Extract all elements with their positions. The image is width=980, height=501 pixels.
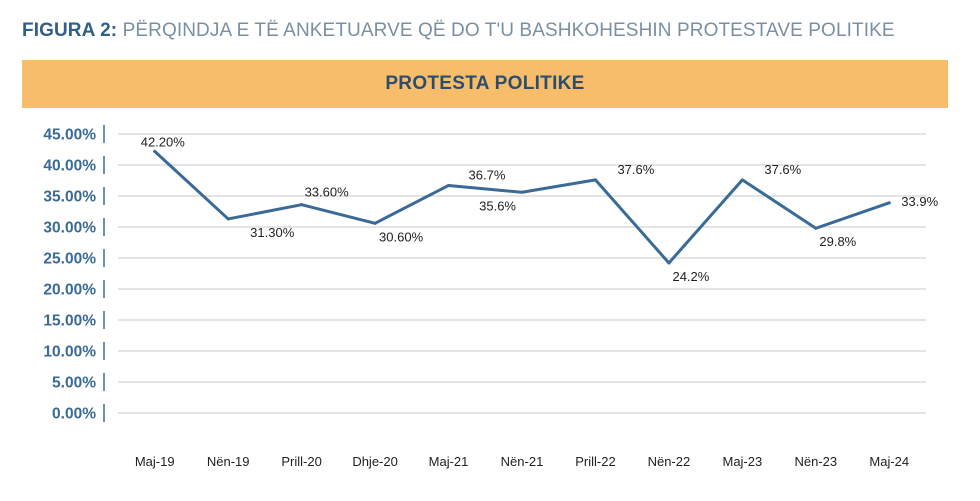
y-tick-label: 20.00% [43,282,96,299]
data-point [226,217,230,221]
x-tick-label: Dhje-20 [352,454,398,469]
x-tick-label: Nën-19 [207,454,250,469]
data-point [300,203,304,207]
x-tick-label: Maj-23 [722,454,762,469]
x-tick-label: Maj-19 [135,454,175,469]
data-label: 33.60% [305,185,350,200]
data-point [740,178,744,182]
y-tick-label: 15.00% [43,313,96,330]
figure-title: FIGURA 2: PËRQINDJA E TË ANKETUARVE QË D… [22,20,895,42]
chart-title: PROTESTA POLITIKE [385,73,585,94]
data-label: 36.7% [469,167,506,182]
data-point [814,226,818,230]
data-point [520,190,524,194]
x-tick-label: Prill-22 [575,454,615,469]
data-point [593,178,597,182]
data-label: 30.60% [379,229,424,244]
y-tick-label: 10.00% [43,344,96,361]
data-point [887,201,891,205]
figure-title-text: PËRQINDJA E TË ANKETUARVE QË DO T'U BASH… [122,20,895,41]
y-tick-label: 40.00% [43,158,96,175]
data-point [667,261,671,265]
data-label: 33.9% [901,194,938,209]
y-tick-label: 35.00% [43,189,96,206]
data-label: 37.6% [764,162,801,177]
x-tick-label: Maj-21 [429,454,469,469]
chart-banner: PROTESTA POLITIKE [22,60,948,108]
y-tick-label: 5.00% [52,375,96,392]
data-point [373,221,377,225]
y-tick-label: 45.00% [43,127,96,144]
x-tick-label: Nën-22 [648,454,691,469]
x-tick-label: Prill-20 [281,454,321,469]
x-tick-label: Nën-21 [501,454,544,469]
x-tick-label: Nën-23 [794,454,837,469]
y-tick-label: 30.00% [43,220,96,237]
data-point [447,183,451,187]
data-label: 42.20% [141,134,186,149]
data-label: 37.6% [617,162,654,177]
data-label: 29.8% [819,234,856,249]
data-label: 24.2% [672,269,709,284]
x-tick-label: Maj-24 [869,454,909,469]
data-label: 35.6% [479,198,516,213]
data-point [153,149,157,153]
data-label: 31.30% [250,225,295,240]
y-tick-label: 25.00% [43,251,96,268]
y-tick-label: 0.00% [52,406,96,423]
figure-label: FIGURA 2: [22,20,118,41]
